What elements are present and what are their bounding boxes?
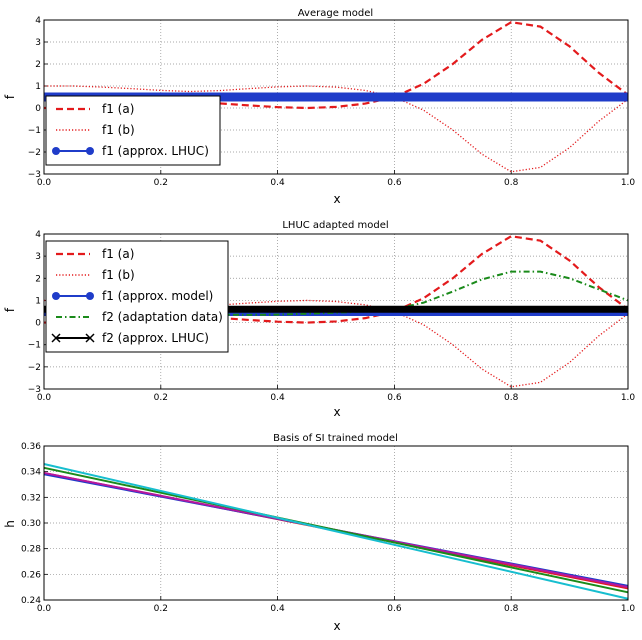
y-tick-label: −1 — [28, 126, 41, 136]
y-tick-label: 0.32 — [21, 493, 41, 503]
x-axis-label: x — [333, 405, 340, 419]
y-tick-label: −2 — [28, 363, 41, 373]
y-tick-label: −3 — [28, 170, 41, 180]
x-tick-label: 0.2 — [154, 604, 168, 614]
legend-marker — [85, 333, 95, 343]
y-tick-label: 3 — [35, 252, 41, 262]
legend-marker — [52, 147, 60, 155]
series-lines — [43, 462, 629, 600]
x-tick-label: 0.6 — [387, 178, 402, 188]
chart-title: Average model — [298, 8, 373, 19]
legend-marker — [86, 292, 94, 300]
legend-label: f1 (b) — [102, 123, 135, 137]
x-tick-labels: 0.0 0.2 0.4 0.6 0.8 1.0 — [37, 178, 636, 188]
legend-label: f1 (approx. LHUC) — [102, 144, 209, 158]
y-tick-labels: −3 −2 −1 0 1 2 3 4 — [28, 16, 42, 180]
x-tick-label: 1.0 — [621, 604, 636, 614]
x-tick-label: 0.6 — [387, 393, 402, 403]
y-axis-label: f — [3, 94, 17, 99]
y-tick-label: 0 — [35, 319, 41, 329]
y-tick-label: 0.26 — [21, 570, 41, 580]
chart-title: Basis of SI trained model — [273, 433, 398, 444]
chart-average-model: Average model 0.0 0.2 0.4 0.6 0.8 1.0 −3 −2 −1 0… — [3, 8, 635, 206]
y-tick-label: −2 — [28, 148, 41, 158]
y-tick-label: −1 — [28, 341, 41, 351]
legend-marker — [52, 292, 60, 300]
x-tick-label: 0.4 — [270, 178, 285, 188]
chart-lhuc-adapted-model: LHUC adapted model 0.0 0.2 0.4 0.6 0.8 1.0 −3… — [3, 220, 635, 419]
x-tick-label: 0.2 — [154, 178, 168, 188]
x-tick-labels: 0.0 0.2 0.4 0.6 0.8 1.0 — [37, 604, 636, 614]
series-line-f1-b — [44, 85, 629, 173]
plot-frame — [43, 19, 629, 175]
legend-label: f1 (a) — [102, 247, 134, 261]
y-tick-label: 4 — [35, 16, 41, 26]
x-axis-label: x — [333, 192, 340, 206]
y-tick-label: 0.28 — [21, 545, 41, 555]
chart-basis-si-trained-model: Basis of SI trained model 0.0 0.2 0.4 0.6 0.… — [3, 433, 635, 633]
x-tick-label: 0.2 — [154, 393, 168, 403]
x-axis-label: x — [333, 619, 340, 633]
y-tick-label: 0.30 — [21, 519, 41, 529]
legend-marker — [86, 147, 94, 155]
legend-label: f2 (approx. LHUC) — [102, 331, 209, 345]
x-tick-label: 0.4 — [270, 393, 285, 403]
y-tick-label: 0.36 — [21, 442, 41, 452]
y-tick-label: 0.34 — [21, 468, 41, 478]
series-line-f1-a — [44, 21, 629, 110]
legend-label: f1 (approx. model) — [102, 289, 213, 303]
y-tick-label: 3 — [35, 38, 41, 48]
x-tick-label: 1.0 — [621, 393, 636, 403]
y-axis-label: f — [3, 307, 17, 312]
y-tick-label: 2 — [35, 60, 41, 70]
series-line-f1-a — [44, 235, 629, 324]
x-tick-label: 0.0 — [37, 178, 52, 188]
y-tick-labels: 0.24 0.26 0.28 0.30 0.32 0.34 0.36 — [21, 442, 41, 606]
legend-label: f1 (a) — [102, 102, 134, 116]
y-tick-label: 2 — [35, 274, 41, 284]
y-tick-labels: −3 −2 −1 0 1 2 3 4 — [28, 230, 42, 395]
y-tick-label: 1 — [35, 82, 41, 92]
y-axis-label: h — [3, 520, 17, 528]
x-tick-label: 0.8 — [504, 178, 519, 188]
x-tick-label: 0.0 — [37, 393, 52, 403]
x-tick-label: 0.8 — [504, 604, 519, 614]
series-line-5 — [43, 462, 629, 600]
x-tick-label: 0.8 — [504, 393, 519, 403]
chart-title: LHUC adapted model — [282, 220, 388, 231]
y-tick-label: 4 — [35, 230, 41, 240]
grid — [43, 445, 629, 601]
x-tick-label: 0.0 — [37, 604, 52, 614]
legend-box — [45, 95, 221, 166]
y-tick-label: −3 — [28, 385, 41, 395]
y-tick-label: 0.24 — [21, 596, 41, 606]
x-tick-label: 1.0 — [621, 178, 636, 188]
y-tick-label: 1 — [35, 296, 41, 306]
x-tick-label: 0.6 — [387, 604, 402, 614]
x-tick-labels: 0.0 0.2 0.4 0.6 0.8 1.0 — [37, 393, 636, 403]
plot-frame — [43, 445, 629, 601]
series-line-f1-b — [44, 299, 629, 388]
x-tick-label: 0.4 — [270, 604, 285, 614]
series-line-4 — [43, 466, 629, 594]
legend-marker — [51, 333, 61, 343]
legend-label: f2 (adaptation data) — [102, 310, 223, 324]
legend: f1 (a) f1 (b) f1 (approx. model) f2 (adapta… — [45, 240, 229, 353]
plot-frame — [43, 233, 629, 390]
legend-label: f1 (b) — [102, 268, 135, 282]
legend: f1 (a) f1 (b) f1 (approx. LHUC) — [45, 95, 221, 166]
y-tick-label: 0 — [35, 104, 41, 114]
